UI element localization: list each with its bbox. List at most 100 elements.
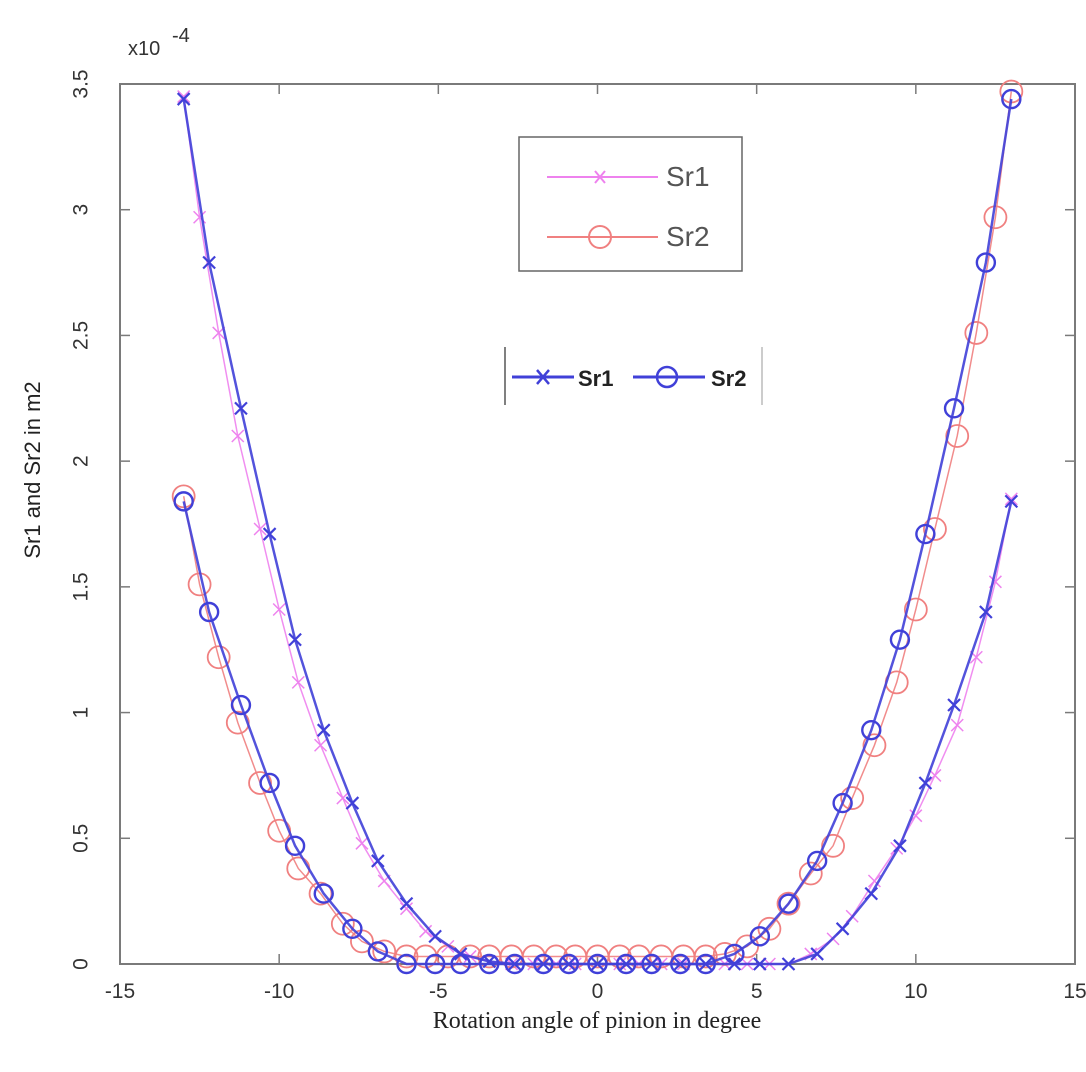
x-tick-labels: -15 -10 -5 0 5 10 15	[105, 980, 1086, 1003]
data-point	[693, 944, 718, 969]
data-point	[291, 675, 305, 689]
data-point	[336, 791, 350, 805]
data-point	[345, 796, 360, 810]
data-point	[253, 522, 267, 536]
data-point	[399, 896, 414, 911]
data-point	[724, 943, 745, 965]
data-point	[342, 918, 363, 939]
series-line	[182, 98, 1013, 966]
data-point	[798, 861, 823, 886]
data-point	[1004, 494, 1019, 509]
data-point	[1004, 492, 1018, 506]
x-tick-label: -10	[264, 980, 294, 1003]
data-point	[230, 694, 252, 716]
data-point	[915, 523, 936, 545]
x-tick-label: 0	[592, 980, 604, 1003]
data-point	[867, 874, 881, 888]
data-point	[864, 886, 879, 901]
y-tick-labels: 0 0.5 1 1.5 2 2.5 3 3.5	[70, 69, 93, 969]
data-point	[206, 645, 231, 670]
legend-dark-sr2-label: Sr2	[711, 366, 746, 391]
data-point	[975, 252, 997, 273]
x-tick-label: -15	[105, 980, 135, 1003]
data-point	[749, 926, 771, 947]
data-point	[262, 527, 277, 541]
x-tick-label: -5	[429, 980, 448, 1003]
legend-light-sr2-marker	[588, 225, 612, 249]
data-point	[171, 484, 196, 509]
data-point	[367, 941, 389, 962]
legend-dark: Sr1 Sr2	[504, 347, 763, 405]
data-point	[482, 954, 497, 969]
data-point	[419, 924, 433, 938]
data-point	[615, 953, 637, 975]
y-tick-label: 1.5	[70, 572, 93, 601]
data-point	[903, 597, 928, 622]
data-point	[587, 953, 608, 975]
data-point	[394, 944, 419, 969]
data-point	[776, 891, 801, 916]
data-point	[234, 401, 248, 416]
data-point	[821, 833, 845, 858]
data-point	[889, 629, 911, 650]
legend-dark-sr1-marker	[536, 369, 550, 385]
data-point	[504, 953, 525, 975]
data-point	[835, 922, 850, 936]
y-axis-label: Sr1 and Sr2 in m2	[20, 381, 45, 558]
data-point	[176, 92, 191, 106]
data-point	[964, 321, 989, 345]
data-point	[832, 792, 853, 814]
data-point	[923, 517, 947, 541]
y-tick-label: 0	[70, 958, 93, 970]
data-point	[479, 953, 500, 975]
data-point	[450, 953, 471, 975]
data-point	[1001, 88, 1022, 110]
data-point	[533, 953, 554, 975]
x-tick-label: 5	[751, 980, 763, 1003]
data-point	[202, 255, 216, 270]
data-point	[781, 957, 796, 971]
data-point	[862, 733, 887, 758]
data-point	[177, 90, 191, 104]
data-point	[284, 835, 306, 857]
data-point	[396, 953, 417, 975]
data-point	[313, 883, 334, 904]
data-point	[288, 632, 302, 647]
data-point	[428, 929, 442, 944]
data-point	[979, 605, 993, 619]
data-point	[399, 902, 414, 916]
y-tick-label: 0.5	[70, 824, 93, 853]
legend-dark-sr1-label: Sr1	[578, 366, 613, 391]
data-point	[330, 911, 355, 936]
data-point	[950, 718, 964, 732]
data-point	[695, 953, 716, 975]
data-point	[316, 723, 331, 737]
data-point	[670, 953, 691, 975]
data-point	[371, 854, 385, 868]
data-point	[778, 893, 799, 914]
y-tick-label: 3.5	[70, 69, 93, 98]
data-point	[372, 939, 397, 964]
data-point	[272, 602, 286, 617]
data-point	[861, 719, 882, 741]
series-sr2-dark-o	[173, 88, 1022, 975]
legend-dark-sr2-marker	[655, 365, 679, 389]
data-point	[248, 771, 272, 795]
data-point	[314, 738, 328, 752]
data-point	[945, 424, 970, 448]
data-point	[753, 957, 767, 971]
y-exponent-base: x10	[128, 38, 160, 60]
y-tick-label: 2	[70, 455, 93, 467]
data-point	[544, 944, 569, 969]
y-tick-label: 1	[70, 707, 93, 719]
y-tick-label: 2.5	[70, 321, 93, 350]
data-point	[198, 601, 220, 623]
data-point	[231, 429, 245, 443]
data-point	[806, 850, 828, 872]
data-point	[424, 953, 446, 975]
data-point	[558, 953, 580, 975]
legend-light-box	[518, 136, 743, 272]
legend-light-sr1-label: Sr1	[666, 161, 710, 192]
data-point	[943, 398, 965, 419]
